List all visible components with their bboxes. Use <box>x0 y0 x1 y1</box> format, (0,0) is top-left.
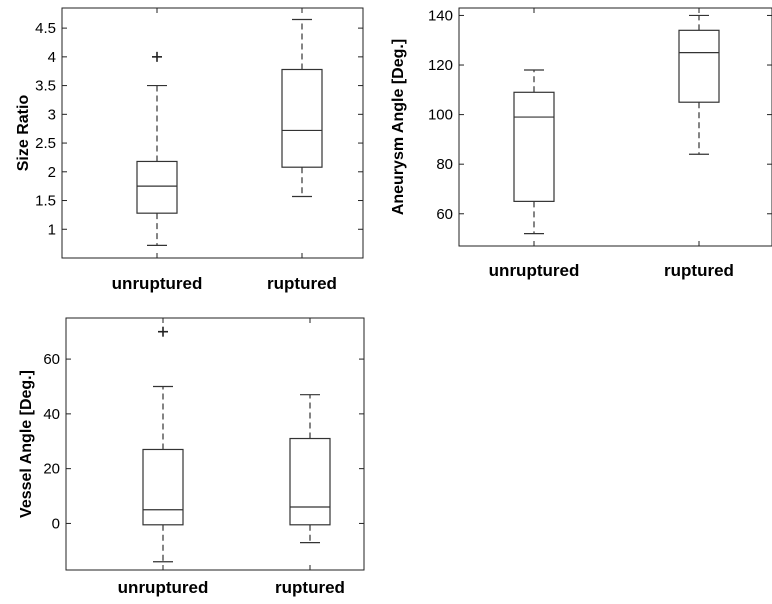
y-tick-label: 60 <box>43 351 60 368</box>
y-tick-label: 0 <box>52 515 60 532</box>
y-tick-label: 20 <box>43 461 60 478</box>
iqr-box <box>281 68 323 168</box>
y-tick-label: 40 <box>43 406 60 423</box>
chart-panel-1: 1 1.5 2 2.5 3 3.5 4 4.5 unruptured ruptured Size R… <box>15 7 364 293</box>
y-tick-label: 4 <box>48 49 56 66</box>
category-label-ruptured: ruptured <box>664 261 734 280</box>
y-tick-label: 100 <box>428 107 453 124</box>
iqr-box <box>142 448 184 526</box>
box-ruptured <box>289 394 331 544</box>
y-tick-label: 3 <box>48 106 56 123</box>
category-label-ruptured: ruptured <box>267 274 337 293</box>
y-tick-label: 2 <box>48 164 56 181</box>
y-tick-label: 4.5 <box>35 20 56 37</box>
chart-panel-2: 60 80 100 120 140 unruptured ruptured Aneurysm … <box>390 7 772 280</box>
outlier-marker <box>152 51 162 62</box>
plot-frame <box>458 7 772 247</box>
y-axis-label: Vessel Angle [Deg.] <box>18 370 35 518</box>
outlier-marker <box>158 326 168 337</box>
box-ruptured <box>281 18 323 198</box>
y-tick-label: 3.5 <box>35 78 56 95</box>
iqr-box <box>289 437 331 526</box>
y-axis-label: Size Ratio <box>15 95 32 172</box>
category-label-unruptured: unruptured <box>489 261 580 280</box>
y-tick-label: 1 <box>48 221 56 238</box>
box-ruptured <box>678 14 720 155</box>
plot-frame <box>61 7 364 259</box>
y-tick-label: 2.5 <box>35 135 56 152</box>
iqr-box <box>513 91 555 202</box>
box-unruptured <box>142 326 184 563</box>
plot-frame <box>65 317 365 571</box>
y-tick-label: 80 <box>436 156 453 173</box>
category-label-unruptured: unruptured <box>118 578 209 597</box>
y-tick-label: 120 <box>428 57 453 74</box>
box-unruptured <box>513 69 555 235</box>
category-label-unruptured: unruptured <box>112 274 203 293</box>
iqr-box <box>136 160 178 214</box>
box-unruptured <box>136 51 178 246</box>
chart-panel-3: 0 20 40 60 unruptured ruptured Vessel Angle [D… <box>18 317 365 597</box>
iqr-box <box>678 29 720 103</box>
y-tick-label: 60 <box>436 206 453 223</box>
y-tick-label: 140 <box>428 7 453 24</box>
y-axis-label: Aneurysm Angle [Deg.] <box>390 39 407 215</box>
y-tick-label: 1.5 <box>35 193 56 210</box>
category-label-ruptured: ruptured <box>275 578 345 597</box>
